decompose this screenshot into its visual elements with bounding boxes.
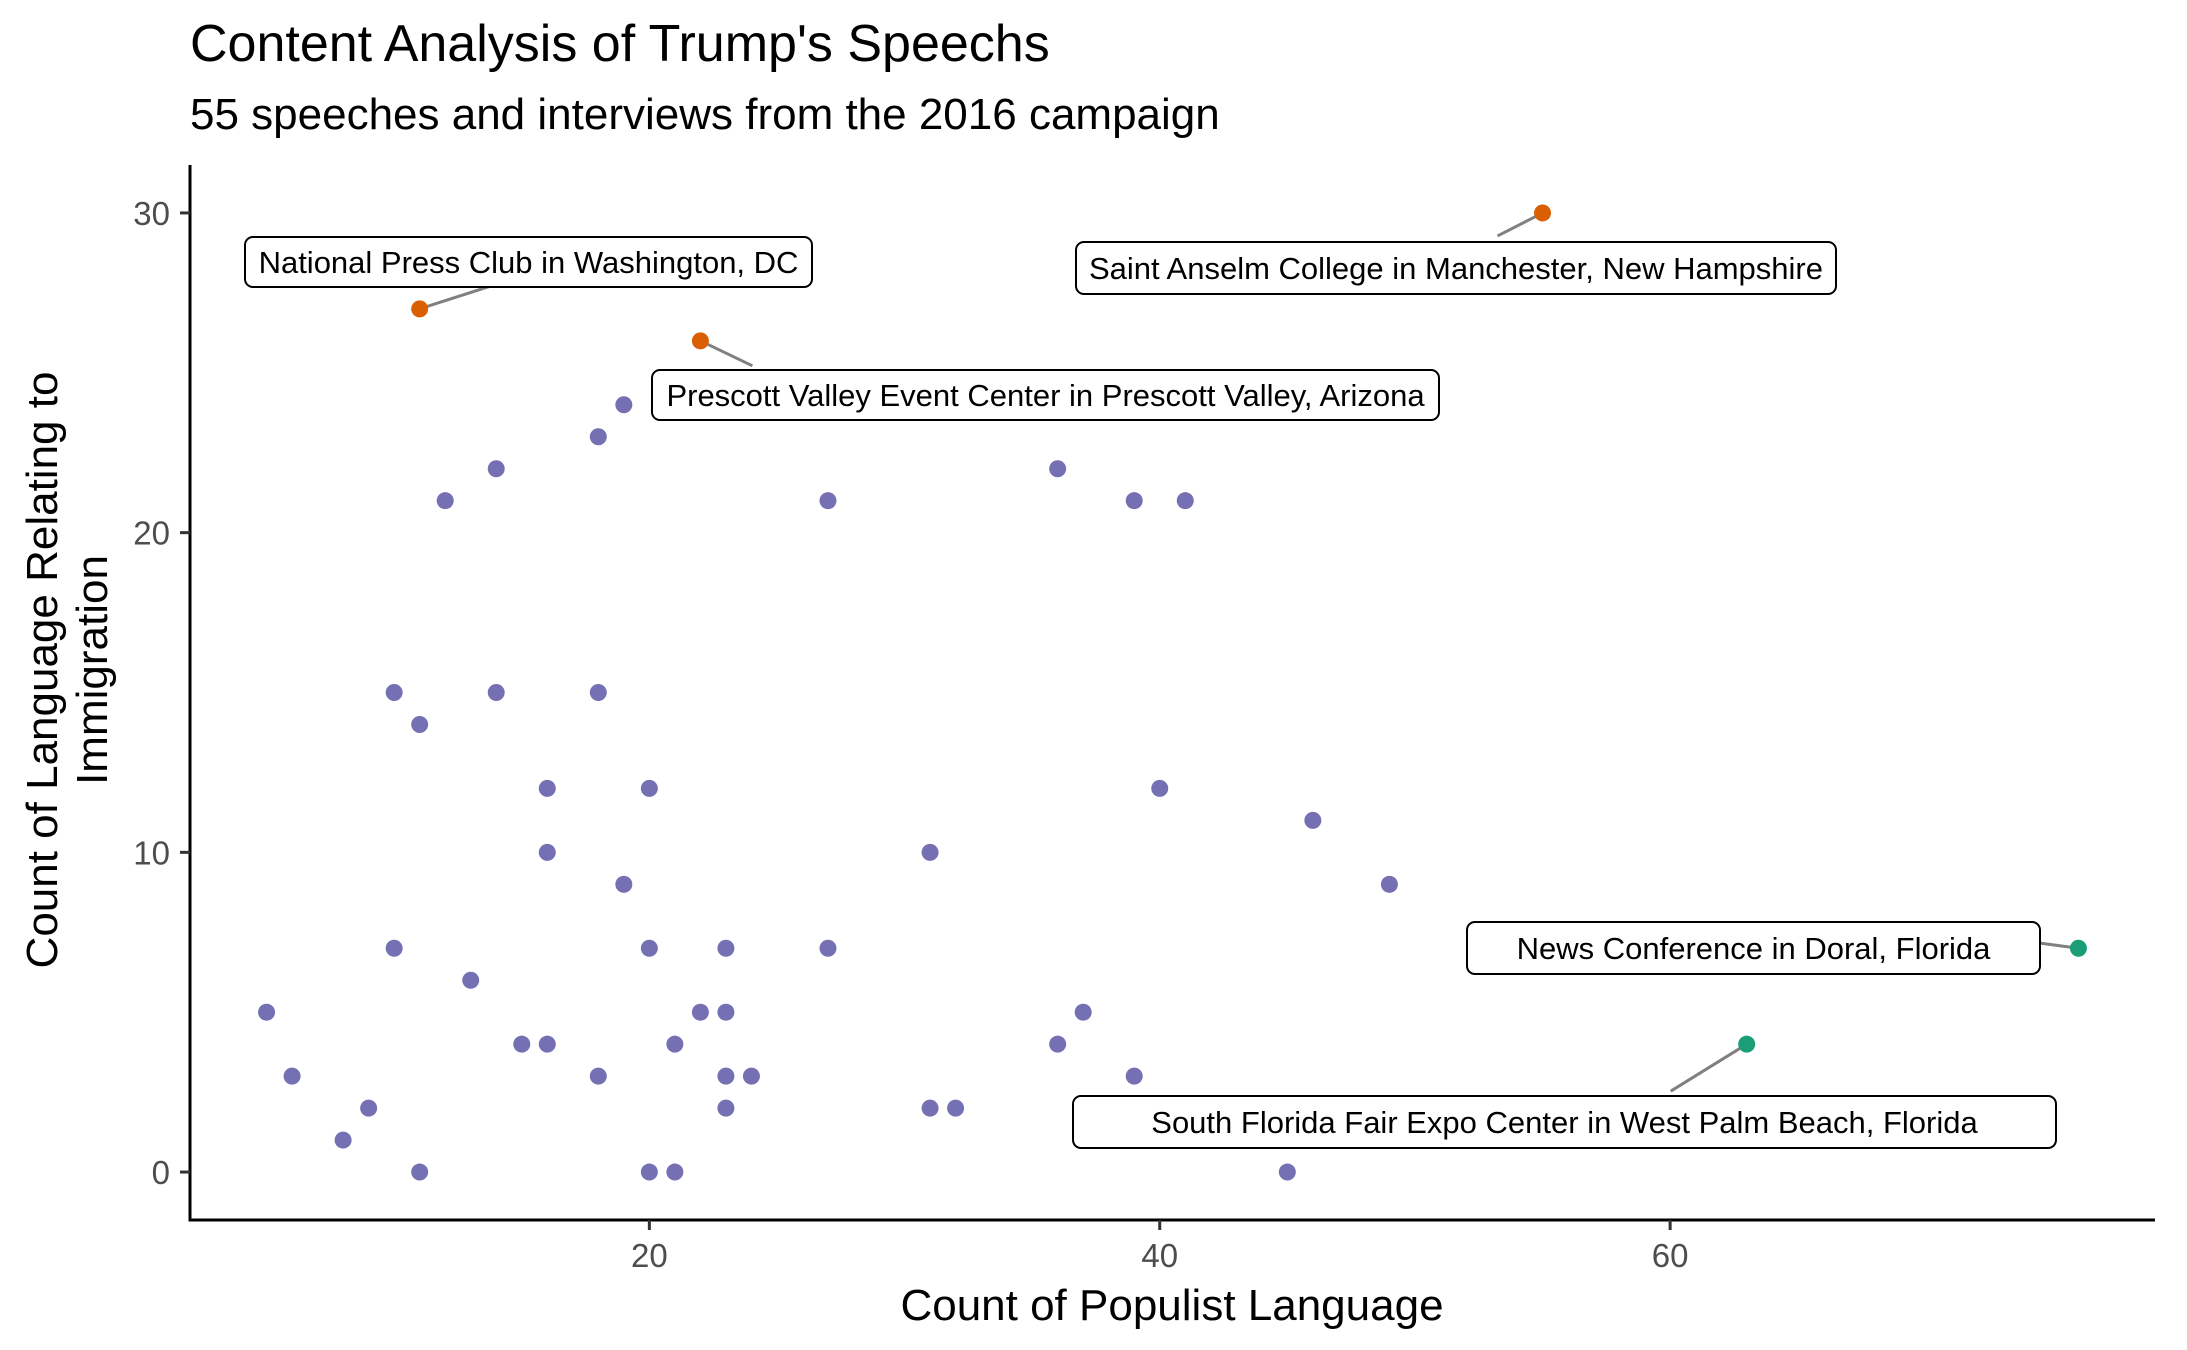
data-point (742, 1067, 760, 1085)
label-leader-line (699, 339, 754, 368)
x-axis-title: Count of Populist Language (900, 1281, 1443, 1330)
data-point (1049, 460, 1067, 478)
axis-ticks: 20 40 60 0 10 20 30 (133, 195, 1688, 1274)
data-point (513, 1035, 531, 1053)
axes (188, 165, 2155, 1222)
data-point (640, 779, 658, 797)
data-point (1125, 1067, 1143, 1085)
data-point (1304, 811, 1322, 829)
data-point (819, 492, 837, 510)
data-point (717, 1067, 735, 1085)
y-axis-title-line2: Immigration (68, 555, 117, 785)
data-point (921, 843, 939, 861)
point-label: News Conference in Doral, Florida (1466, 921, 2041, 975)
data-point (947, 1099, 965, 1117)
point-label-text: South Florida Fair Expo Center in West P… (1151, 1105, 1978, 1140)
data-point (411, 1163, 429, 1181)
data-point (385, 684, 403, 701)
data-point (819, 939, 837, 957)
point-label-text: Saint Anselm College in Manchester, New … (1089, 251, 1823, 286)
data-point (589, 428, 607, 446)
data-point (1151, 779, 1169, 797)
point-label-box (1075, 241, 1837, 295)
data-point (1125, 492, 1143, 510)
data-point (1380, 875, 1398, 893)
data-point (436, 492, 454, 510)
data-point (538, 1035, 556, 1053)
point-label: Prescott Valley Event Center in Prescott… (651, 369, 1440, 421)
point-label-text: National Press Club in Washington, DC (259, 245, 799, 280)
data-point (283, 1067, 301, 1085)
point-label-box (1466, 921, 2041, 975)
data-point (385, 939, 403, 957)
data-point (615, 396, 633, 414)
highlighted-point (1738, 1035, 1756, 1053)
y-tick-label: 30 (133, 195, 170, 232)
label-leader-line (1669, 1042, 1748, 1093)
data-points (258, 204, 2087, 1181)
data-point (334, 1131, 352, 1149)
x-tick-label: 60 (1652, 1237, 1689, 1274)
chart-subtitle: 55 speeches and interviews from the 2016… (190, 90, 1220, 139)
x-tick-label: 20 (631, 1237, 668, 1274)
highlighted-point (1534, 204, 1552, 222)
data-point (640, 1163, 658, 1181)
label-leader-line (419, 282, 499, 311)
data-point (615, 875, 633, 893)
data-point (1278, 1163, 1296, 1181)
y-tick-label: 10 (133, 834, 170, 871)
highlighted-point (691, 332, 709, 350)
data-point (487, 684, 505, 701)
data-point (538, 843, 556, 861)
data-point (411, 715, 429, 733)
point-label-box (651, 369, 1440, 421)
data-point (258, 1003, 276, 1021)
data-point (1049, 1035, 1067, 1053)
data-point (691, 1003, 709, 1021)
point-label-text: Prescott Valley Event Center in Prescott… (666, 378, 1425, 413)
data-point (666, 1163, 684, 1181)
point-label: South Florida Fair Expo Center in West P… (1072, 1095, 2057, 1149)
highlighted-point (2069, 939, 2087, 957)
point-label-box (1072, 1095, 2057, 1149)
data-point (462, 971, 480, 989)
chart-title: Content Analysis of Trump's Speechs (190, 15, 1050, 73)
data-point (717, 1099, 735, 1117)
point-label-box (244, 236, 813, 288)
highlighted-point (411, 300, 429, 318)
data-point (666, 1035, 684, 1053)
point-label-text: News Conference in Doral, Florida (1517, 931, 1992, 966)
x-tick-label: 40 (1141, 1237, 1178, 1274)
point-label: National Press Club in Washington, DC (244, 236, 813, 288)
y-tick-label: 20 (133, 515, 170, 552)
data-point (487, 460, 505, 478)
point-label: Saint Anselm College in Manchester, New … (1075, 241, 1837, 295)
y-tick-label: 0 (152, 1154, 170, 1191)
data-point (1176, 492, 1194, 510)
y-axis-title-line1: Count of Language Relating to (18, 372, 67, 969)
data-point (717, 939, 735, 957)
data-point (538, 779, 556, 797)
data-point (717, 1003, 735, 1021)
data-point (589, 684, 607, 701)
data-point (1074, 1003, 1092, 1021)
data-point (589, 1067, 607, 1085)
point-labels: National Press Club in Washington, DC Pre… (244, 236, 2057, 1149)
data-point (640, 939, 658, 957)
data-point (921, 1099, 939, 1117)
data-point (360, 1099, 378, 1117)
